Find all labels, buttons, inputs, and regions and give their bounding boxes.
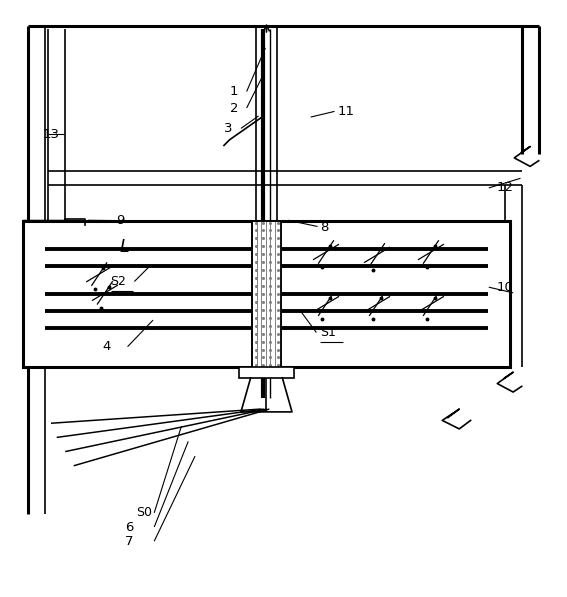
Text: 11: 11 <box>337 105 354 118</box>
Text: 6: 6 <box>125 521 133 534</box>
Bar <box>23 221 510 367</box>
Text: 12: 12 <box>496 181 513 195</box>
Text: L: L <box>119 238 129 257</box>
Text: 7: 7 <box>125 535 133 547</box>
Text: S1: S1 <box>320 326 336 339</box>
Text: S2: S2 <box>111 275 126 288</box>
Text: S0: S0 <box>136 506 152 519</box>
Bar <box>252 221 281 372</box>
Bar <box>252 221 281 372</box>
Text: 1: 1 <box>230 85 238 98</box>
Text: 8: 8 <box>320 221 329 234</box>
Text: 2: 2 <box>230 102 238 115</box>
Text: 3: 3 <box>224 122 232 135</box>
Text: 10: 10 <box>496 281 513 294</box>
Text: 4: 4 <box>102 340 111 353</box>
Text: 9: 9 <box>116 214 125 227</box>
Text: 13: 13 <box>43 128 60 140</box>
Bar <box>239 367 294 378</box>
